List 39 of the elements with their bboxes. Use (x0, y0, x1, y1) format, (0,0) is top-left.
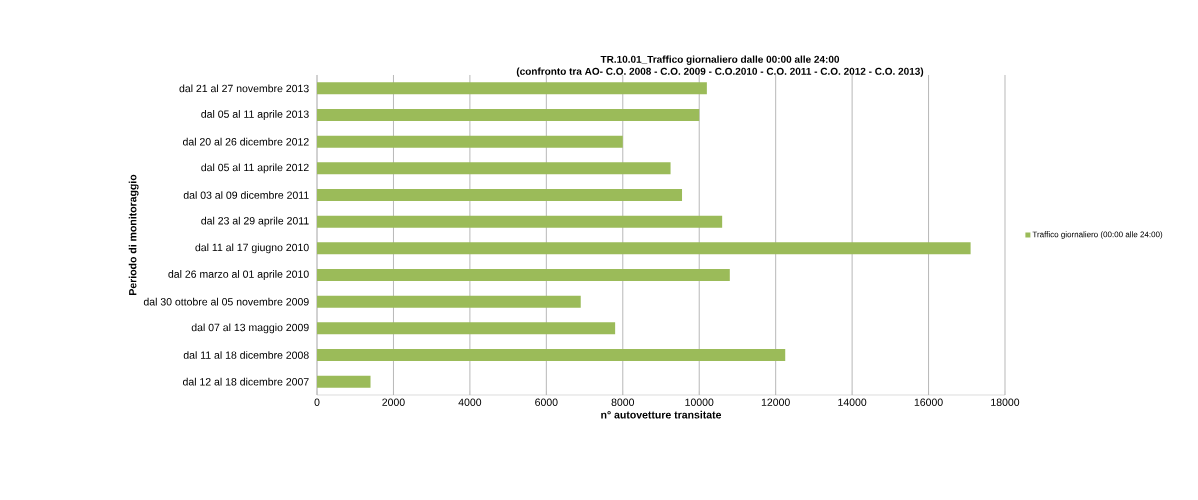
y-tick-label: dal 26 marzo al 01 aprile 2010 (168, 270, 309, 280)
x-tick-label: 8000 (611, 398, 635, 406)
x-tick-label: 4000 (458, 398, 482, 406)
bar (317, 188, 683, 201)
x-tick-label: 10000 (685, 398, 714, 406)
y-tick-label: dal 12 al 18 dicembre 2007 (182, 377, 309, 386)
x-tick-label: 12000 (761, 398, 790, 406)
x-tick-label: 18000 (991, 398, 1020, 406)
x-tick-label: 0 (314, 398, 320, 406)
y-tick-label: dal 21 al 27 novembre 2013 (179, 84, 309, 93)
bar (317, 242, 971, 255)
x-tick-label: 14000 (838, 398, 867, 406)
bar (317, 162, 671, 175)
legend-label: Traffico giornaliero (00:00 alle 24:00) (1032, 231, 1163, 239)
bar (317, 215, 723, 228)
bar (317, 322, 616, 335)
y-axis-title: Periodo di monitoraggio (128, 174, 139, 295)
y-tick-label: dal 05 al 11 aprile 2012 (201, 163, 309, 174)
bar (317, 135, 623, 148)
x-tick-label: 6000 (535, 398, 558, 406)
bar (317, 375, 371, 388)
y-tick-label: dal 11 al 18 dicembre 2008 (183, 351, 309, 359)
x-tick-label: 16000 (914, 398, 943, 406)
bar (317, 295, 581, 308)
x-tick-label: 2000 (382, 398, 405, 406)
y-tick-label: dal 20 al 26 dicembre 2012 (182, 137, 309, 146)
y-tick-label: dal 30 ottobre al 05 novembre 2009 (143, 297, 309, 306)
y-tick-label: dal 23 al 29 aprile 2011 (201, 216, 309, 227)
bar (317, 348, 786, 361)
y-tick-label: dal 11 al 17 giugno 2010 (195, 243, 309, 254)
chart-title: TR.10.01_Traffico giornaliero dalle 00:00 alle 24:00 (600, 55, 840, 65)
x-axis-title: n° autovetture transitate (601, 410, 722, 419)
bar (317, 268, 730, 281)
chart-subtitle: (confronto tra AO- C.O. 2008 - C.O. 2009 - C.O.2010 - C.O. 2011 - C.O. 2012 - C.O. 2013) (516, 67, 924, 77)
y-tick-label: dal 03 al 09 dicembre 2011 (183, 191, 309, 199)
y-tick-label: dal 07 al 13 maggio 2009 (191, 323, 309, 334)
bar (317, 82, 707, 95)
bar (317, 108, 700, 121)
y-tick-label: dal 05 al 11 aprile 2013 (201, 110, 309, 120)
